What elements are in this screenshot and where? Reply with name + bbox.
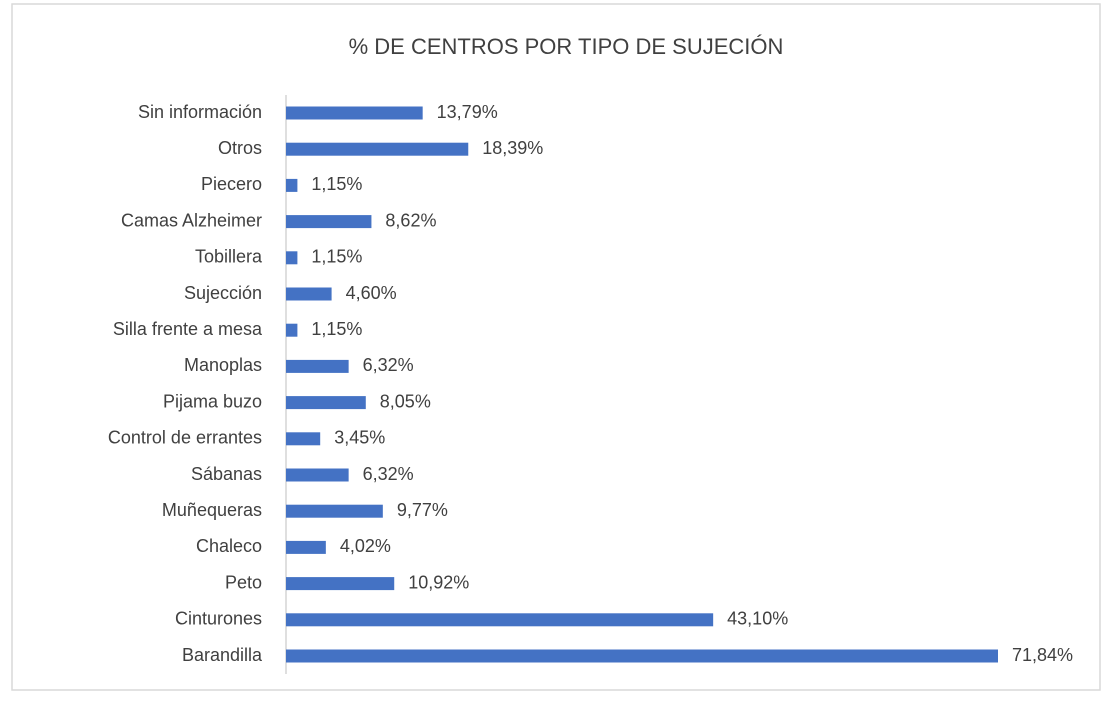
y-tick-label: Camas Alzheimer — [121, 210, 262, 230]
bar — [286, 649, 998, 663]
data-label: 9,77% — [397, 500, 448, 520]
bar — [286, 215, 372, 229]
data-label: 10,92% — [408, 572, 469, 592]
y-tick-label: Control de errantes — [108, 428, 262, 448]
data-label: 4,60% — [346, 283, 397, 303]
data-label: 43,10% — [727, 609, 788, 629]
y-tick-label: Peto — [225, 572, 262, 592]
bar — [286, 106, 423, 120]
data-label: 1,15% — [311, 319, 362, 339]
data-label: 8,62% — [385, 210, 436, 230]
data-label: 6,32% — [363, 355, 414, 375]
data-label: 6,32% — [363, 464, 414, 484]
data-label: 1,15% — [311, 247, 362, 267]
data-label: 8,05% — [380, 391, 431, 411]
y-tick-label: Piecero — [201, 174, 262, 194]
y-tick-label: Otros — [218, 138, 262, 158]
bar — [286, 178, 298, 192]
y-tick-label: Cinturones — [175, 609, 262, 629]
bar — [286, 323, 298, 337]
data-label: 3,45% — [334, 428, 385, 448]
bar — [286, 577, 395, 591]
chart-title: % DE CENTROS POR TIPO DE SUJECIÓN — [349, 34, 784, 59]
data-label: 4,02% — [340, 536, 391, 556]
y-tick-label: Sujección — [184, 283, 262, 303]
y-tick-label: Sin información — [138, 102, 262, 122]
bar — [286, 396, 366, 410]
y-tick-label: Manoplas — [184, 355, 262, 375]
data-label: 13,79% — [437, 102, 498, 122]
y-tick-label: Silla frente a mesa — [113, 319, 263, 339]
y-tick-label: Tobillera — [195, 247, 263, 267]
bar — [286, 613, 714, 627]
y-tick-label: Pijama buzo — [163, 391, 262, 411]
y-tick-label: Chaleco — [196, 536, 262, 556]
y-tick-label: Muñequeras — [162, 500, 262, 520]
bar — [286, 504, 383, 518]
bar — [286, 432, 321, 446]
data-label: 18,39% — [482, 138, 543, 158]
bar — [286, 142, 469, 156]
bar — [286, 540, 326, 554]
bar — [286, 251, 298, 265]
bar — [286, 468, 349, 482]
y-tick-label: Sábanas — [191, 464, 262, 484]
data-label: 71,84% — [1012, 645, 1073, 665]
data-label: 1,15% — [311, 174, 362, 194]
y-tick-label: Barandilla — [182, 645, 263, 665]
bar — [286, 287, 332, 301]
bar — [286, 359, 349, 373]
chart-frame — [11, 3, 1101, 691]
